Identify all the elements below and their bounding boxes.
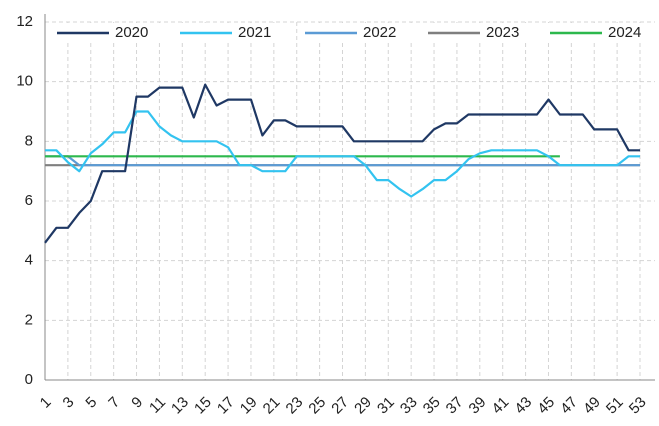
- x-tick-label: 51: [603, 394, 627, 418]
- y-tick-label: 6: [25, 192, 33, 209]
- x-tick-label: 29: [351, 394, 375, 418]
- x-tick-label: 3: [60, 394, 78, 412]
- x-tick-label: 17: [214, 394, 238, 418]
- legend-label: 2022: [363, 24, 396, 41]
- x-tick-label: 35: [420, 394, 444, 418]
- series-line: [44, 83, 640, 244]
- y-tick-label: 8: [25, 132, 33, 149]
- legend-bg: [546, 23, 659, 43]
- x-tick-label: 11: [146, 394, 169, 417]
- legend-bg: [424, 23, 542, 43]
- x-tick-label: 25: [305, 394, 329, 418]
- y-tick-label: 4: [25, 252, 33, 269]
- legend-bg: [176, 23, 294, 43]
- y-tick-label: 12: [16, 13, 33, 30]
- x-tick-label: 7: [105, 394, 123, 412]
- x-tick-label: 41: [489, 394, 513, 418]
- x-tick-label: 43: [511, 394, 535, 418]
- x-tick-label: 21: [260, 394, 284, 418]
- legend-label: 2023: [486, 24, 519, 41]
- legend-label: 2020: [115, 24, 148, 41]
- x-tick-label: 39: [466, 394, 490, 418]
- x-tick-label: 49: [580, 394, 604, 418]
- x-tick-label: 37: [443, 394, 467, 418]
- x-tick-label: 19: [237, 394, 261, 418]
- x-tick-label: 1: [37, 394, 55, 412]
- x-tick-label: 33: [397, 394, 421, 418]
- legend-label: 2021: [238, 24, 271, 41]
- x-tick-label: 23: [283, 394, 307, 418]
- y-tick-label: 2: [25, 311, 33, 328]
- x-tick-label: 53: [626, 394, 650, 418]
- x-tick-label: 9: [128, 394, 146, 412]
- x-tick-label: 27: [328, 394, 352, 418]
- x-tick-label: 47: [557, 394, 581, 418]
- x-tick-label: 13: [168, 394, 192, 418]
- x-tick-label: 31: [374, 394, 398, 418]
- legend-label: 2024: [608, 24, 641, 41]
- legend-bg: [53, 23, 171, 43]
- legend-bg: [301, 23, 419, 43]
- y-tick-label: 10: [16, 73, 33, 90]
- x-tick-label: 15: [191, 394, 215, 418]
- x-tick-label: 45: [534, 394, 558, 418]
- series-line: [45, 110, 640, 198]
- y-tick-label: 0: [25, 371, 33, 388]
- x-tick-label: 5: [82, 394, 100, 412]
- series-line: [45, 155, 640, 167]
